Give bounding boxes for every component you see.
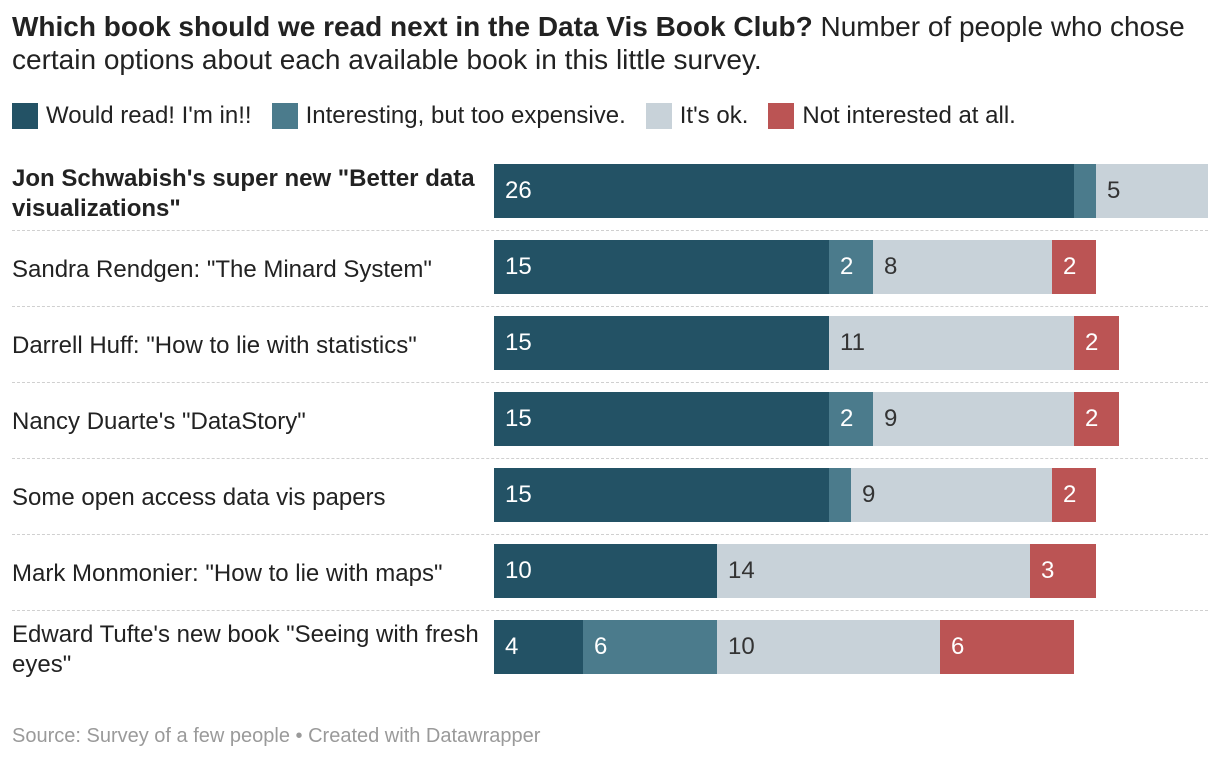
footer-separator: • [295,725,303,747]
data-label: 2 [1085,405,1099,432]
data-label: 8 [884,253,898,280]
row-divider [12,230,1208,231]
legend-label: Would read! I'm in!! [46,102,252,129]
legend: Would read! I'm in!! Interesting, but too… [12,100,1036,132]
bar-segment [494,544,717,598]
data-label: 11 [840,329,865,356]
bar-segment [583,620,717,674]
legend-label: Not interested at all. [802,102,1016,129]
legend-label: It's ok. [679,102,749,129]
chart-subtitle: Number of people who chose certain optio… [12,11,1185,75]
row-divider [12,458,1208,459]
bar-segment [717,620,940,674]
data-label: 15 [505,253,532,280]
bar-row: Nancy Duarte's "DataStory" 15 2 9 2 [0,384,1220,460]
row-divider [12,610,1208,611]
bar-segment [494,468,829,522]
legend-swatch [645,103,672,129]
bar-segment [1074,392,1119,446]
bar-segment [873,392,1074,446]
data-label: 26 [505,177,532,204]
legend-item: It's ok. [645,102,749,130]
data-label: 15 [505,329,532,356]
bar-row: Some open access data vis papers 15 9 2 [0,460,1220,536]
data-label: 5 [1107,177,1121,204]
bar-segment [1030,544,1096,598]
bar-row: Edward Tufte's new book "Seeing with fre… [0,612,1220,688]
chart-header: Which book should we read next in the Da… [12,10,1212,76]
legend-item: Not interested at all. [768,102,1016,130]
bar-segment [1096,164,1208,218]
row-divider [12,306,1208,307]
bar-segment [494,316,829,370]
bar-segment [494,392,829,446]
data-label: 3 [1041,557,1055,584]
data-label: 2 [1063,253,1077,280]
footer: Source: Survey of a few people • Created… [12,725,540,748]
bar-row: Sandra Rendgen: "The Minard System" 15 2 8 2 [0,232,1220,308]
category-label: Darrell Huff: "How to lie with statistic… [12,332,417,359]
category-label: Nancy Duarte's "DataStory" [12,408,306,435]
legend-item: Interesting, but too expensive. [271,102,626,130]
bar-segment [1052,468,1096,522]
bar-segment [1074,316,1119,370]
data-label: 9 [884,405,898,432]
data-label: 10 [505,557,532,584]
data-label: 6 [594,633,608,660]
source-note: Source: Survey of a few people [12,725,290,747]
bar-segment [829,240,873,294]
category-label: Jon Schwabish's super new "Better data v… [12,165,475,222]
bar-segment [873,240,1052,294]
data-label: 15 [505,405,532,432]
bar-segment [829,468,851,522]
bar-segment [940,620,1074,674]
bar-segment [717,544,1030,598]
row-divider [12,534,1208,535]
legend-item: Would read! I'm in!! [12,102,252,130]
category-label: Sandra Rendgen: "The Minard System" [12,256,432,283]
bar-segment [1052,240,1096,294]
bar-segment [494,240,829,294]
data-label: 4 [505,633,519,660]
bar-segment [829,316,1074,370]
legend-swatch [12,103,38,129]
data-label: 2 [1085,329,1099,356]
data-label: 15 [505,481,532,508]
data-label: 9 [862,481,876,508]
chart-title: Which book should we read next in the Da… [12,11,813,42]
row-divider [12,382,1208,383]
data-label: 6 [951,633,965,660]
bar-row: Darrell Huff: "How to lie with statistic… [0,308,1220,384]
credit-note: Created with Datawrapper [308,725,541,747]
legend-swatch [768,103,795,129]
data-label: 2 [840,405,854,432]
data-label: 2 [1063,481,1077,508]
data-label: 2 [840,253,854,280]
category-label: Edward Tufte's new book "Seeing with fre… [12,621,479,678]
bar-row: Jon Schwabish's super new "Better data v… [0,156,1220,232]
legend-label: Interesting, but too expensive. [305,102,626,129]
data-label: 14 [728,557,755,584]
bar-segment [851,468,1052,522]
bar-row: Mark Monmonier: "How to lie with maps" 10… [0,536,1220,612]
legend-swatch [271,103,298,129]
data-label: 10 [728,633,755,660]
bar-segment [829,392,873,446]
bar-segment [1074,164,1096,218]
bar-segment [494,620,583,674]
category-label: Some open access data vis papers [12,484,386,511]
bar-segment [494,164,1074,218]
category-label: Mark Monmonier: "How to lie with maps" [12,560,443,587]
